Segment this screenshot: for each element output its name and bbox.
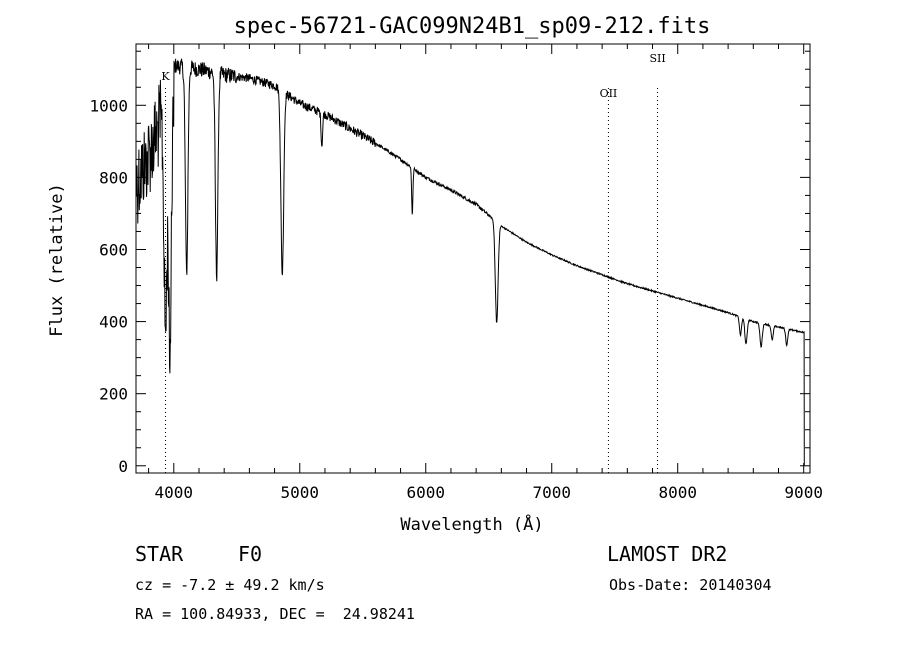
y-axis-label: Flux (relative) (47, 183, 67, 337)
redshift-text: cz = -7.2 ± 49.2 km/s (135, 576, 325, 594)
y-tick-label: 800 (99, 168, 128, 187)
x-tick-label: 7000 (532, 483, 571, 502)
x-tick-label: 6000 (406, 483, 445, 502)
line-marker-label: SII (649, 52, 665, 65)
object-class: STAR (135, 542, 184, 566)
spectrum-line (136, 58, 805, 466)
obs-date-text: Obs-Date: 20140304 (609, 576, 772, 594)
y-tick-label: 0 (118, 457, 128, 476)
coords-text: RA = 100.84933, DEC = 24.98241 (135, 605, 415, 623)
survey-name: LAMOST DR2 (607, 542, 728, 566)
x-tick-label: 8000 (658, 483, 697, 502)
x-axis: 4000 5000 6000 7000 8000 9000 (148, 44, 823, 502)
object-subclass: F0 (238, 542, 263, 566)
plot-frame (135, 43, 811, 474)
y-tick-label: 1000 (89, 96, 128, 115)
x-tick-label: 4000 (155, 483, 194, 502)
y-tick-label: 400 (99, 313, 128, 332)
y-tick-label: 200 (99, 385, 128, 404)
line-marker-label: K (161, 70, 170, 83)
x-tick-label: 5000 (281, 483, 320, 502)
x-tick-label: 9000 (784, 483, 823, 502)
x-axis-label: Wavelength (Å) (400, 513, 543, 535)
line-marker-label: OII (600, 87, 618, 100)
y-axis: 0 200 400 600 800 1000 (89, 50, 810, 476)
line-markers: K OII SII (161, 52, 666, 473)
chart-title: spec-56721-GAC099N24B1_sp09-212.fits (234, 14, 711, 39)
y-tick-label: 600 (99, 240, 128, 259)
